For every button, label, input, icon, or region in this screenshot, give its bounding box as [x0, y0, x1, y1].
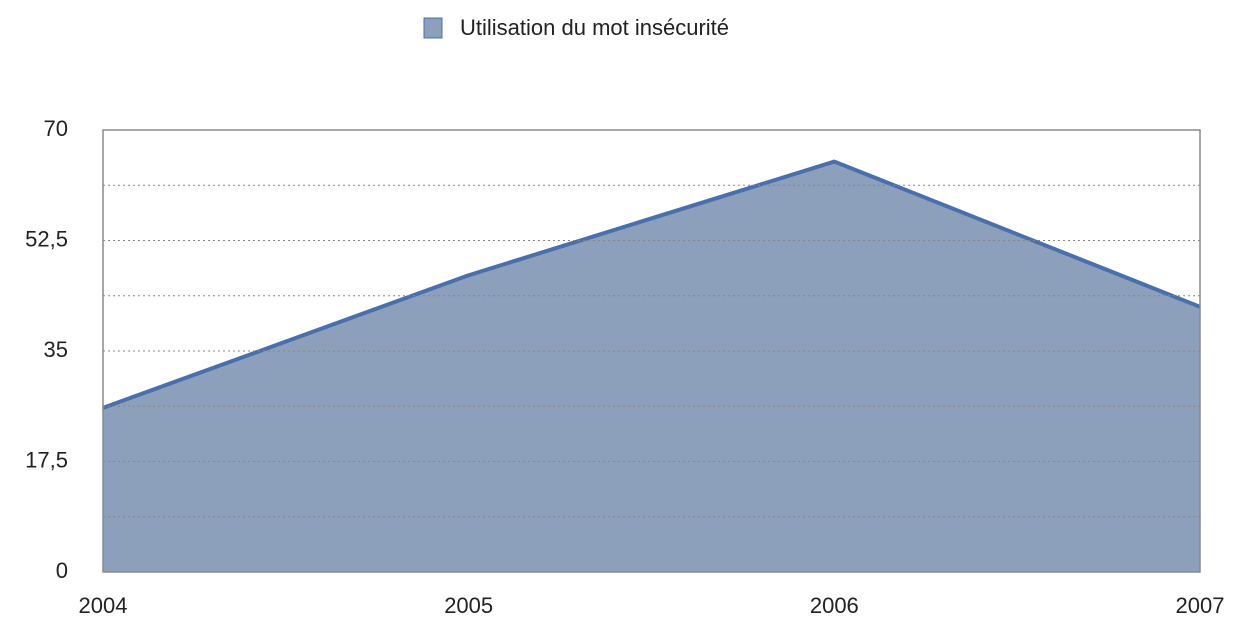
y-tick-label: 17,5 [25, 447, 68, 472]
area [103, 161, 1200, 573]
legend-swatch [423, 17, 443, 39]
x-tick-label: 2006 [810, 593, 859, 618]
y-tick-label: 35 [44, 337, 68, 362]
legend-label: Utilisation du mot insécurité [460, 15, 729, 40]
x-tick-label: 2007 [1176, 593, 1225, 618]
y-tick-label: 52,5 [25, 226, 68, 251]
y-tick-label: 70 [44, 116, 68, 141]
line [102, 159, 1201, 410]
y-tick-label: 0 [56, 558, 68, 583]
x-tick-label: 2004 [79, 593, 128, 618]
plot-frame [102, 129, 1201, 573]
x-tick-label: 2005 [444, 593, 493, 618]
